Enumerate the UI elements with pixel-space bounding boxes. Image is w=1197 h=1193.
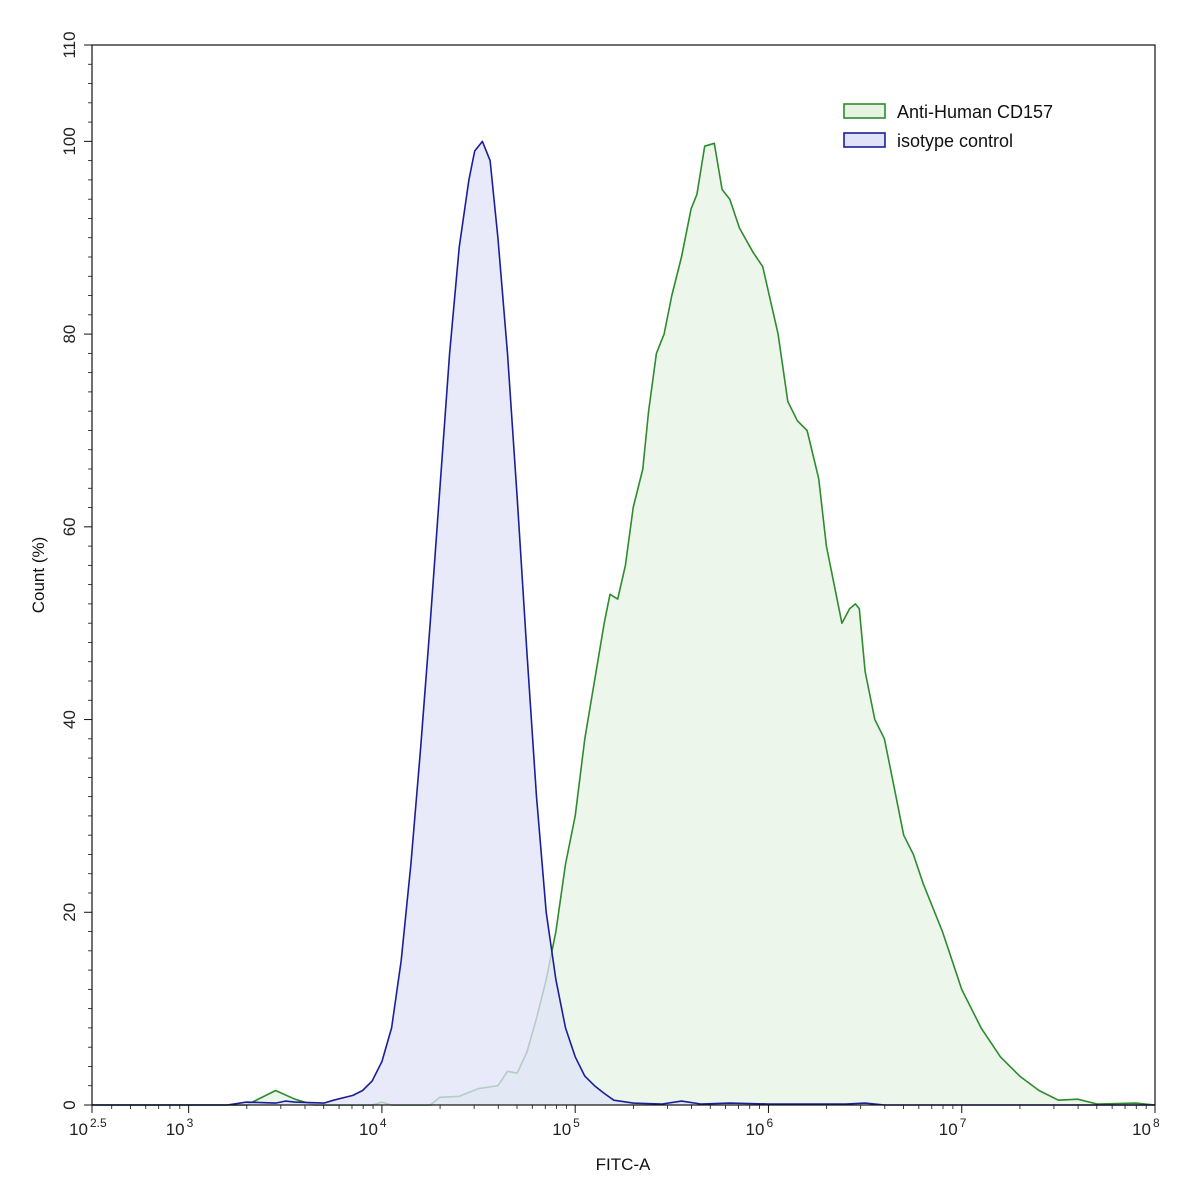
legend-swatch [843, 103, 886, 119]
x-tick-label: 10 [166, 1120, 185, 1139]
x-axis-title: FITC-A [596, 1155, 651, 1174]
legend-label: Anti-Human CD157 [897, 102, 1053, 122]
y-tick-label: 40 [60, 710, 79, 729]
x-tick-label: 10 [359, 1120, 378, 1139]
series-area-anti-human-cd157 [92, 143, 1155, 1106]
y-tick-label: 110 [60, 31, 79, 58]
series-layer [92, 140, 1156, 1106]
y-tick-label: 80 [60, 325, 79, 344]
legend-swatch [843, 132, 886, 148]
y-tick-label: 60 [60, 517, 79, 536]
x-tick-exponent: 5 [573, 1116, 580, 1130]
x-tick-label: 10 [552, 1120, 571, 1139]
plot-frame [91, 44, 1156, 1106]
x-tick-exponent: 7 [960, 1116, 967, 1130]
legend: Anti-Human CD157 isotype control [843, 102, 1053, 151]
y-tick-label: 0 [60, 1100, 79, 1109]
x-tick-label: 10 [939, 1120, 958, 1139]
y-tick-label: 20 [60, 903, 79, 922]
x-tick-exponent: 8 [1153, 1116, 1160, 1130]
x-tick-exponent: 6 [766, 1116, 773, 1130]
x-tick-exponent: 2.5 [90, 1116, 107, 1130]
series-line-isotype-control [92, 140, 1155, 1106]
y-axis-title: Count (%) [29, 537, 48, 614]
x-tick-label: 10 [1132, 1120, 1151, 1139]
x-tick-exponent: 3 [187, 1116, 194, 1130]
y-tick-label: 100 [60, 127, 79, 155]
x-tick-exponent: 4 [380, 1116, 387, 1130]
legend-label: isotype control [897, 131, 1013, 151]
x-tick-label: 10 [69, 1120, 88, 1139]
x-tick-label: 10 [746, 1120, 765, 1139]
